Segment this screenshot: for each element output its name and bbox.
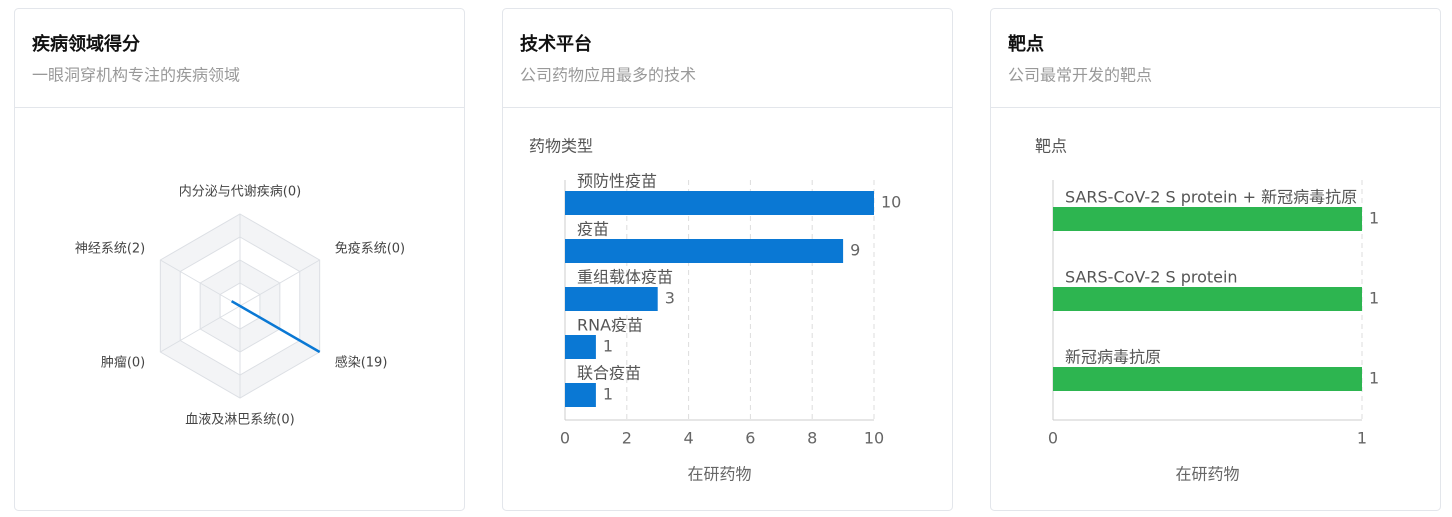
card-title: 靶点 [1008, 33, 1044, 55]
radar-label: 免疫系统(0) [335, 241, 405, 257]
radar-label: 肿瘤(0) [101, 355, 145, 371]
radar-label: 神经系统(2) [75, 242, 145, 257]
radar-label: 血液及淋巴系统(0) [185, 413, 294, 428]
value-label: 9 [850, 241, 860, 260]
value-label: 3 [665, 289, 675, 308]
radar-label: 内分泌与代谢疾病(0) [179, 184, 301, 200]
radar-spoke [160, 259, 241, 307]
x-tick-label: 0 [560, 429, 570, 448]
bar [565, 191, 874, 215]
category-label: SARS-CoV-2 S protein + 新冠病毒抗原 [1065, 188, 1357, 207]
category-label: 重组载体疫苗 [577, 268, 673, 287]
x-axis-label: 在研药物 [1175, 465, 1239, 484]
x-tick-label: 8 [807, 429, 817, 448]
value-label: 1 [1369, 209, 1379, 228]
category-label: SARS-CoV-2 S protein [1065, 268, 1238, 287]
card-subtitle: 一眼洞穿机构专注的疾病领域 [32, 66, 240, 85]
category-label: 预防性疫苗 [577, 172, 657, 191]
y-axis-label: 靶点 [1035, 137, 1067, 156]
x-tick-label: 1 [1357, 429, 1367, 448]
card-subtitle: 公司药物应用最多的技术 [520, 66, 696, 85]
x-tick-label: 6 [745, 429, 755, 448]
radar-spoke [239, 259, 320, 307]
category-label: 疫苗 [577, 220, 609, 239]
value-label: 10 [881, 193, 901, 212]
category-label: 新冠病毒抗原 [1065, 348, 1161, 367]
bar [565, 383, 596, 407]
card-title: 疾病领域得分 [32, 33, 140, 55]
radar-spoke [160, 305, 241, 353]
bar [1053, 207, 1362, 231]
bar [1053, 367, 1362, 391]
bar [565, 335, 596, 359]
bar [565, 287, 658, 311]
bar [565, 239, 844, 263]
radar-label: 感染(19) [335, 355, 388, 371]
value-label: 1 [1369, 289, 1379, 308]
x-tick-label: 2 [622, 429, 632, 448]
card-subtitle: 公司最常开发的靶点 [1008, 66, 1152, 85]
x-tick-label: 10 [864, 429, 884, 448]
value-label: 1 [1369, 369, 1379, 388]
value-label: 1 [603, 385, 613, 404]
card-title: 技术平台 [520, 33, 592, 55]
category-label: 联合疫苗 [577, 364, 641, 383]
radar-area [230, 300, 321, 354]
y-axis-label: 药物类型 [529, 137, 593, 156]
x-axis-label: 在研药物 [687, 465, 751, 484]
bar [1053, 287, 1362, 311]
x-tick-label: 4 [684, 429, 694, 448]
category-label: RNA疫苗 [577, 316, 643, 335]
value-label: 1 [603, 337, 613, 356]
x-tick-label: 0 [1048, 429, 1058, 448]
